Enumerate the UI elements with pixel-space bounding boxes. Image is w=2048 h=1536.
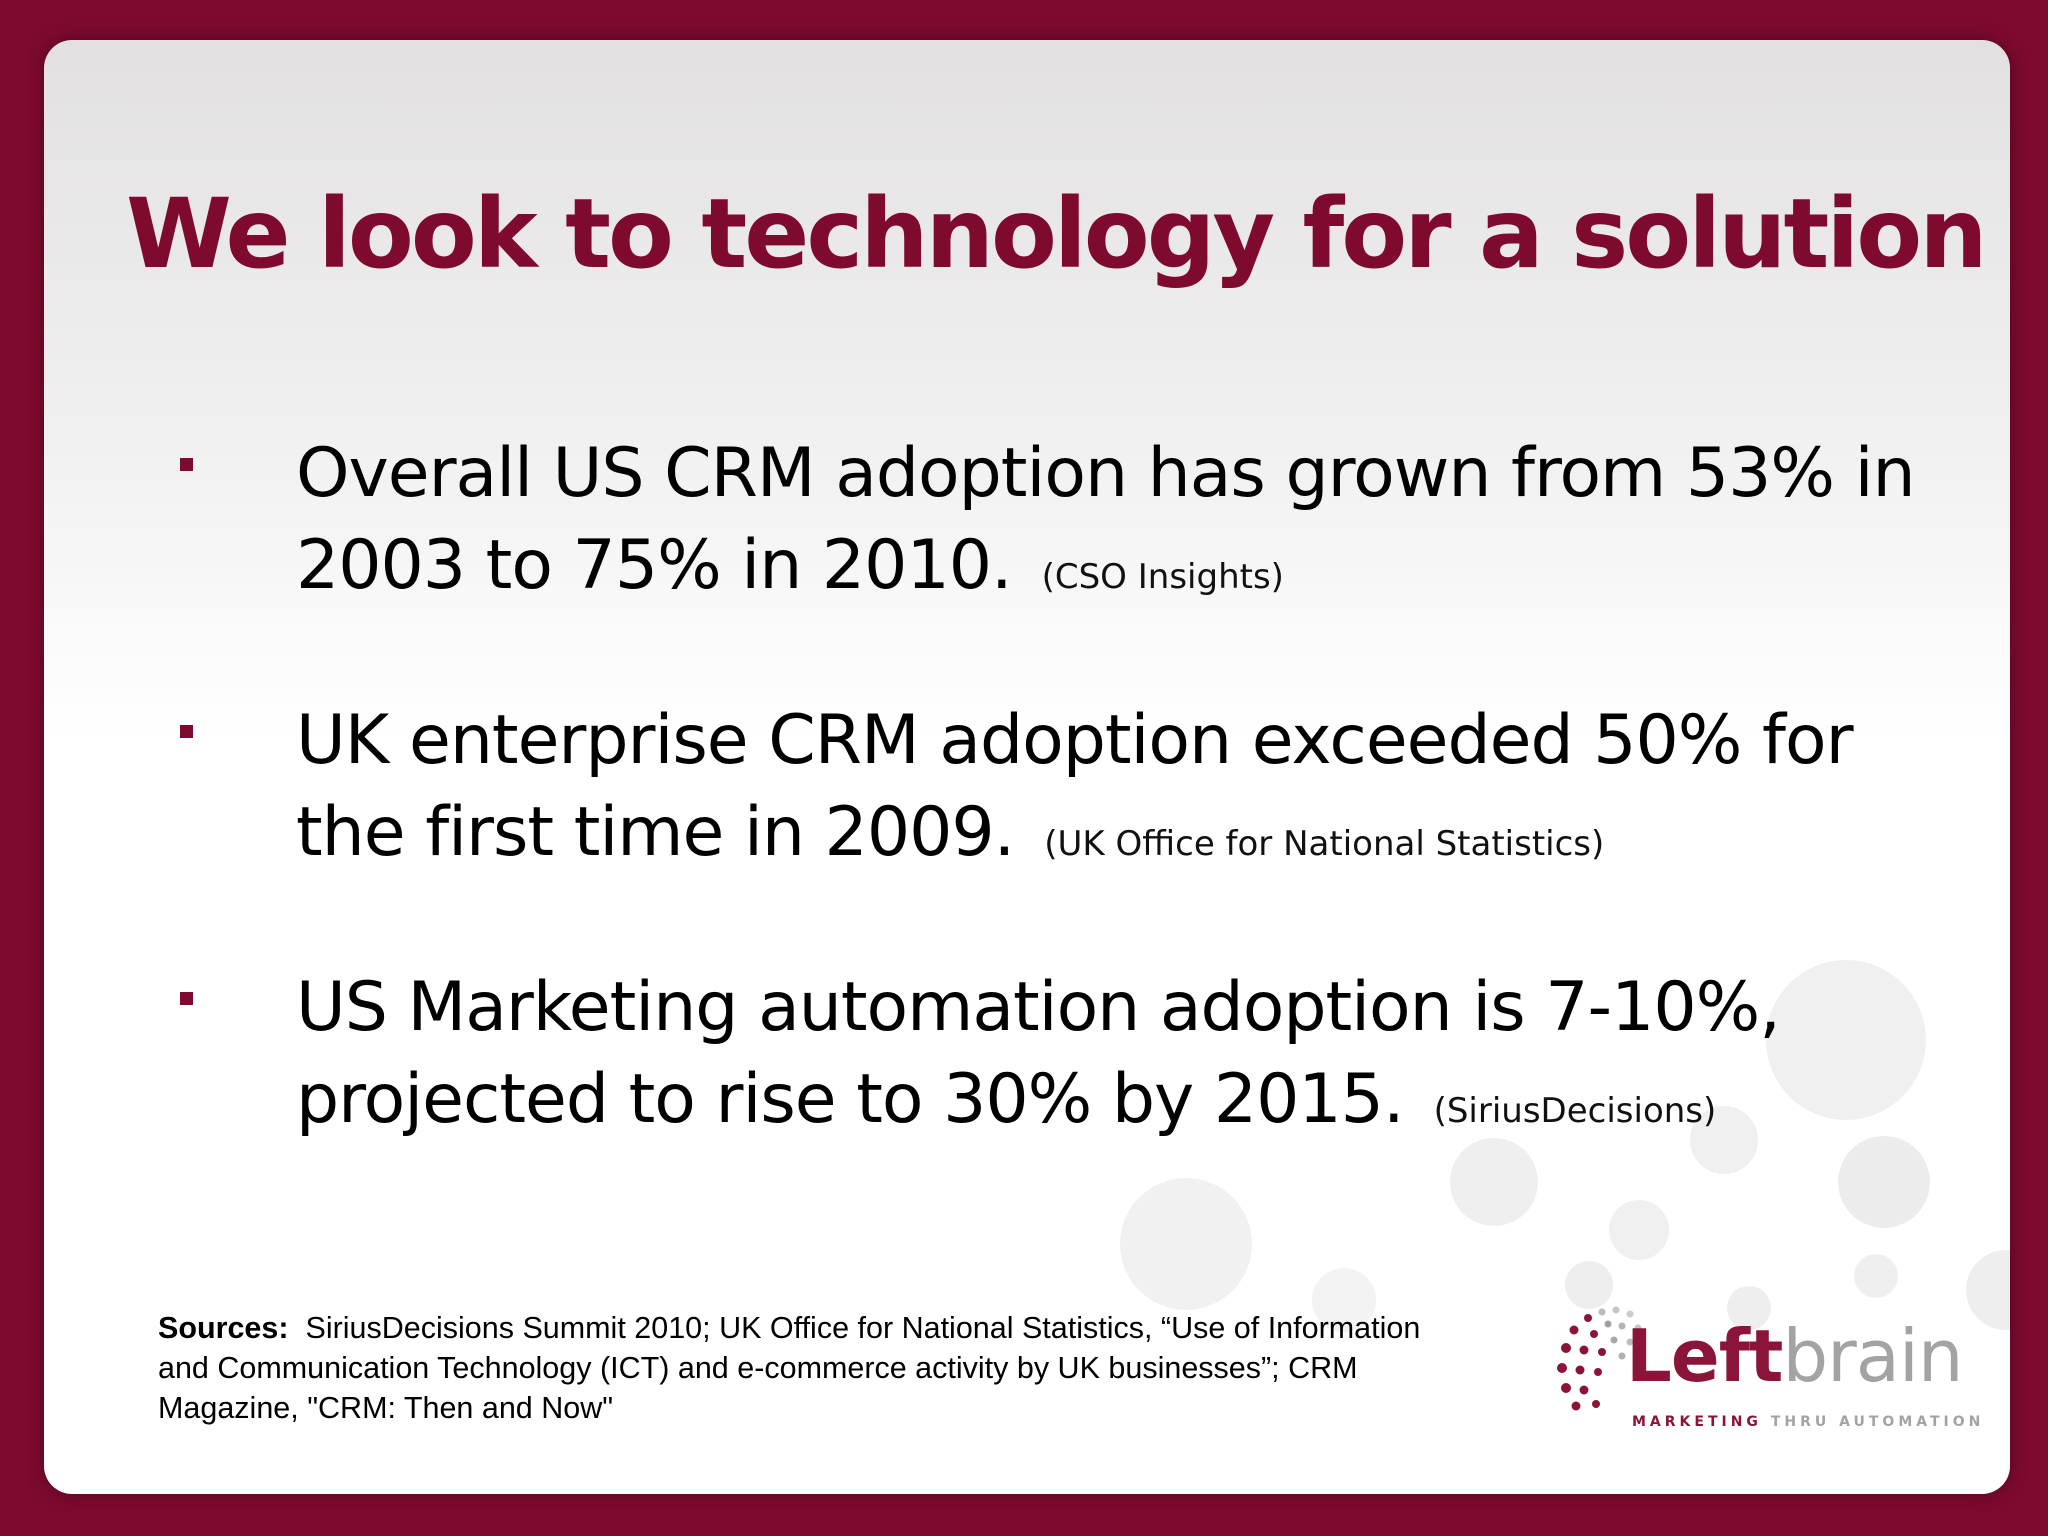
bullet-square-icon xyxy=(180,725,193,738)
logo-tagline: MARKETING THRU AUTOMATION xyxy=(1632,1414,1984,1430)
logo-tagline-marketing: MARKETING xyxy=(1632,1414,1762,1430)
bullet-source: (UK Office for National Statistics) xyxy=(1044,824,1605,864)
logo-left-text: Left xyxy=(1626,1314,1783,1398)
bullet-text: Overall US CRM adoption has grown from 5… xyxy=(296,428,1956,623)
leftbrain-logo: Leftbrain MARKETING THRU AUTOMATION xyxy=(1552,1300,1980,1480)
decorative-bubbles xyxy=(1120,960,2010,1332)
logo-brain-text: brain xyxy=(1782,1314,1963,1398)
bullet-statement: UK enterprise CRM adoption exceeded 50% … xyxy=(296,701,1854,872)
bullet-statement: Overall US CRM adoption has grown from 5… xyxy=(296,434,1916,605)
bullet-text: US Marketing automation adoption is 7-10… xyxy=(296,962,1956,1157)
bullet-statement: US Marketing automation adoption is 7-10… xyxy=(296,968,1781,1139)
logo-wordmark: Leftbrain xyxy=(1626,1306,1964,1406)
sources-label: Sources: xyxy=(158,1311,289,1345)
bullet-text: UK enterprise CRM adoption exceeded 50% … xyxy=(296,695,1956,890)
bullet-source: (CSO Insights) xyxy=(1041,557,1284,597)
slide: We look to technology for a solution Ove… xyxy=(44,40,2010,1494)
bullet-square-icon xyxy=(180,992,193,1005)
sources-footnote: Sources: SiriusDecisions Summit 2010; UK… xyxy=(158,1308,1458,1428)
bullet-square-icon xyxy=(180,458,193,471)
bullet-source: (SiriusDecisions) xyxy=(1433,1091,1717,1131)
slide-title: We look to technology for a solution xyxy=(126,178,1988,290)
brain-dots-icon xyxy=(1557,1306,1642,1411)
logo-tagline-automation: THRU AUTOMATION xyxy=(1770,1414,1985,1430)
sources-text: SiriusDecisions Summit 2010; UK Office f… xyxy=(158,1311,1421,1425)
